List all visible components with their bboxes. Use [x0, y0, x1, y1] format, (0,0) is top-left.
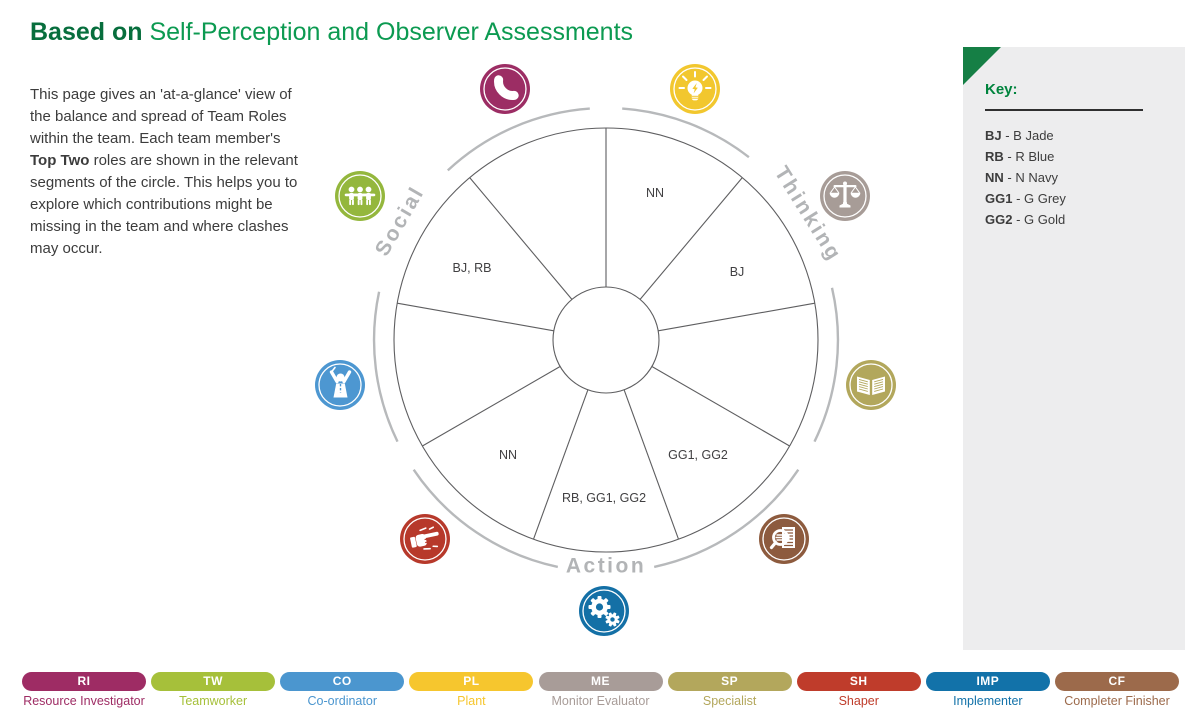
role-pill: RI	[22, 672, 146, 691]
role-abbr: TW	[203, 674, 223, 688]
pointing-hand-icon	[400, 514, 450, 564]
role-pill: IMP	[925, 672, 1050, 691]
legend-item-plant: PL Plant	[409, 672, 534, 708]
intro-text-after: roles are shown in the relevant segments…	[30, 152, 298, 257]
magnifier-document-icon	[759, 514, 809, 564]
thinking-arc-a	[622, 107, 750, 159]
role-abbr: SH	[849, 674, 868, 688]
intro-paragraph: This page gives an 'at-a-glance' view of…	[30, 84, 298, 260]
role-abbr: RI	[77, 674, 91, 688]
role-name: Completer Finisher	[1064, 694, 1170, 708]
role-name: Specialist	[702, 694, 757, 708]
role-pill: SH	[796, 672, 921, 691]
key-item: GG2 - G Gold	[985, 209, 1163, 230]
person-arms-raised-icon	[315, 360, 365, 410]
page-title: Based on Self-Perception and Observer As…	[30, 18, 633, 47]
role-name: Plant	[457, 694, 486, 708]
key-panel: Key: BJ - B Jade RB - R Blue NN - N Navy…	[963, 47, 1185, 650]
segment-label-implementer: RB, GG1, GG2	[562, 491, 646, 505]
action-arc-b	[653, 469, 800, 569]
key-item-name: - B Jade	[1001, 128, 1054, 143]
key-item-name: - G Grey	[1012, 191, 1066, 206]
role-abbr: CF	[1108, 674, 1126, 688]
key-item-name: - G Gold	[1012, 212, 1066, 227]
key-item: NN - N Navy	[985, 167, 1163, 188]
thinking-arc-b	[813, 287, 840, 443]
key-item-name: - R Blue	[1003, 149, 1055, 164]
role-abbr: SP	[721, 674, 739, 688]
role-name: Co-ordinator	[307, 694, 377, 708]
scales-icon	[820, 171, 870, 221]
legend-item-specialist: SP Specialist	[667, 672, 792, 708]
role-pill: TW	[151, 672, 276, 691]
role-abbr: IMP	[976, 674, 1000, 688]
key-item: GG1 - G Grey	[985, 188, 1163, 209]
segment-label-plant: NN	[646, 186, 664, 200]
team-role-wheel: Social Thinking Action NN BJ GG	[315, 64, 896, 636]
segment-label-completer-finisher: GG1, GG2	[668, 448, 728, 462]
role-name: Implementer	[953, 694, 1023, 708]
key-heading-block: Key:	[985, 81, 1143, 111]
action-arc-a	[412, 469, 559, 569]
intro-text-before: This page gives an 'at-a-glance' view of…	[30, 86, 292, 147]
key-item-abbr: GG2	[985, 212, 1013, 227]
role-pill: SP	[667, 672, 792, 691]
wheel-hub-circle	[552, 286, 660, 394]
segment-label-teamworker: BJ, RB	[453, 261, 492, 275]
key-item: BJ - B Jade	[985, 125, 1163, 146]
legend-item-teamworker: TW Teamworker	[151, 672, 276, 708]
segment-label-shaper: NN	[499, 448, 517, 462]
legend-item-shaper: SH Shaper	[796, 672, 921, 708]
legend-item-resource-investigator: RI Resource Investigator	[22, 672, 146, 708]
legend-item-implementer: IMP Implementer	[925, 672, 1050, 708]
legend-item-co-ordinator: CO Co-ordinator	[280, 672, 405, 708]
role-name: Resource Investigator	[23, 694, 145, 708]
corner-triangle-decoration	[963, 47, 1001, 85]
category-arcs	[372, 107, 840, 569]
people-group-icon	[335, 171, 385, 221]
key-item-name: - N Navy	[1003, 170, 1058, 185]
phone-icon	[480, 64, 530, 114]
segment-member-labels: NN BJ GG1, GG2 RB, GG1, GG2 NN BJ, RB	[453, 186, 745, 505]
key-item: RB - R Blue	[985, 146, 1163, 167]
social-arc-a	[446, 107, 590, 172]
key-item-abbr: BJ	[985, 128, 1002, 143]
wheel-spokes	[397, 128, 815, 540]
legend-item-monitor-evaluator: ME Monitor Evaluator	[538, 672, 663, 708]
key-list: BJ - B Jade RB - R Blue NN - N Navy GG1 …	[985, 125, 1163, 230]
role-name: Monitor Evaluator	[551, 694, 650, 708]
key-item-abbr: RB	[985, 149, 1004, 164]
role-abbr: CO	[332, 674, 352, 688]
social-arc-b	[372, 291, 399, 443]
key-item-abbr: GG1	[985, 191, 1013, 206]
role-pill: CF	[1055, 672, 1179, 691]
role-name: Shaper	[838, 694, 879, 708]
role-legend: RI Resource Investigator TW Teamworker C…	[22, 672, 1179, 708]
role-name: Teamworker	[179, 694, 248, 708]
role-icons	[315, 64, 896, 636]
key-item-abbr: NN	[985, 170, 1004, 185]
page-title-bold: Based on	[30, 18, 143, 46]
role-abbr: ME	[591, 674, 610, 688]
intro-text-bold: Top Two	[30, 152, 90, 169]
role-pill: PL	[409, 672, 534, 691]
lightbulb-icon	[670, 64, 720, 114]
legend-item-completer-finisher: CF Completer Finisher	[1055, 672, 1179, 708]
role-pill: CO	[280, 672, 405, 691]
role-abbr: PL	[463, 674, 480, 688]
key-heading: Key:	[985, 81, 1018, 98]
open-book-icon	[846, 360, 896, 410]
segment-label-monitor-evaluator: BJ	[730, 265, 745, 279]
wheel-structure	[393, 127, 819, 553]
category-label-action: Action	[566, 555, 646, 578]
page-title-light: Self-Perception and Observer Assessments	[142, 18, 634, 46]
gears-icon	[579, 586, 629, 636]
role-pill: ME	[538, 672, 663, 691]
